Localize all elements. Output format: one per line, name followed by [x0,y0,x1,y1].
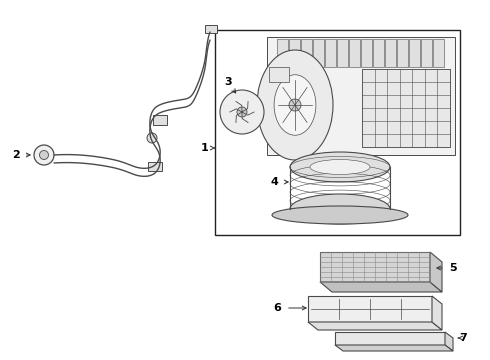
Bar [335,332,445,345]
Bar [289,39,299,67]
Ellipse shape [310,159,370,175]
Ellipse shape [272,206,408,224]
Bar [313,39,323,67]
Bar [148,162,162,171]
Bar [325,39,336,67]
Polygon shape [445,332,453,351]
Bar [433,39,443,67]
Bar [215,30,460,235]
Text: 5: 5 [449,263,457,273]
Bar [385,39,395,67]
Bar [301,39,312,67]
Polygon shape [430,252,442,292]
Bar [397,39,408,67]
Ellipse shape [290,194,390,224]
Bar [308,296,432,322]
Circle shape [40,150,49,159]
Circle shape [289,99,301,111]
Ellipse shape [274,75,316,135]
Bar [409,39,419,67]
Circle shape [220,90,264,134]
Bar [362,69,450,147]
Bar [320,252,430,282]
Bar [349,39,360,67]
Circle shape [237,107,247,117]
Polygon shape [432,296,442,330]
Text: 1: 1 [200,143,208,153]
Polygon shape [335,345,453,351]
Circle shape [34,145,54,165]
Bar [361,39,371,67]
Bar [205,25,217,33]
Circle shape [147,133,157,143]
Bar [277,39,288,67]
Text: 3: 3 [224,77,232,87]
Bar [373,39,384,67]
Bar [153,115,167,125]
Polygon shape [308,322,442,330]
Bar [337,39,347,67]
Text: 6: 6 [273,303,281,313]
Text: 4: 4 [270,177,278,187]
Bar [267,37,455,155]
Text: 7: 7 [459,333,467,343]
Ellipse shape [257,50,333,160]
Polygon shape [320,282,442,292]
Bar [421,39,432,67]
Bar [269,67,289,82]
Text: 2: 2 [12,150,20,160]
Ellipse shape [290,152,390,182]
